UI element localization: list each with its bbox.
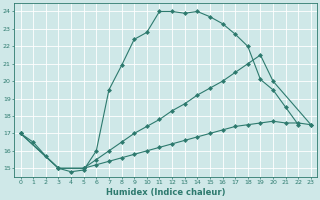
X-axis label: Humidex (Indice chaleur): Humidex (Indice chaleur): [106, 188, 226, 197]
